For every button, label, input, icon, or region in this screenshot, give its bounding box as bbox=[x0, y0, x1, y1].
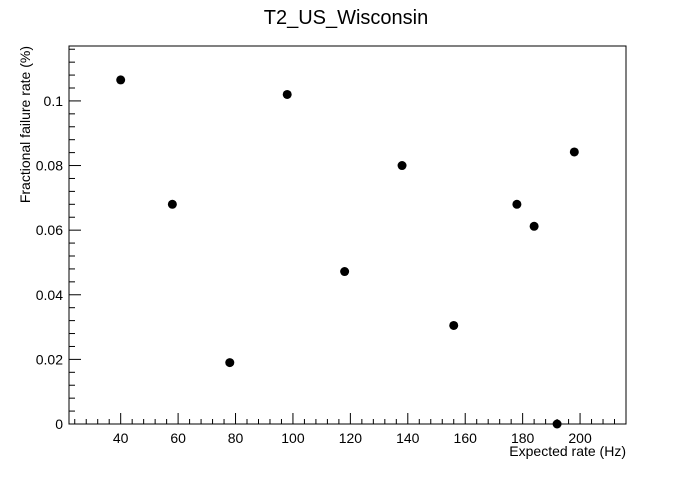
y-tick-label: 0.02 bbox=[36, 351, 63, 367]
x-tick-label: 180 bbox=[511, 430, 535, 446]
data-point bbox=[282, 89, 292, 99]
y-axis-label: Fractional failure rate (%) bbox=[17, 46, 33, 203]
data-point bbox=[529, 221, 539, 231]
x-tick-label: 120 bbox=[339, 430, 363, 446]
y-tick-label: 0 bbox=[55, 416, 63, 432]
y-tick-label: 0.04 bbox=[36, 287, 63, 303]
y-tick-label: 0.06 bbox=[36, 222, 63, 238]
x-tick-label: 160 bbox=[454, 430, 478, 446]
y-axis: 0 0.02 0.04 0.06 0.08 0.1 bbox=[36, 48, 81, 432]
x-tick-label: 40 bbox=[113, 430, 129, 446]
x-tick-label: 200 bbox=[568, 430, 592, 446]
x-tick-label: 100 bbox=[281, 430, 305, 446]
data-point bbox=[340, 267, 350, 277]
data-points bbox=[116, 75, 579, 429]
y-tick-label: 0.08 bbox=[36, 158, 63, 174]
data-point bbox=[116, 75, 126, 85]
x-tick-label: 60 bbox=[170, 430, 186, 446]
data-point bbox=[569, 147, 579, 157]
x-axis-label: Expected rate (Hz) bbox=[509, 443, 626, 459]
x-tick-label: 80 bbox=[228, 430, 244, 446]
data-point bbox=[225, 358, 235, 368]
data-point bbox=[167, 199, 177, 209]
chart-title: T2_US_Wisconsin bbox=[264, 7, 429, 29]
plot-frame bbox=[68, 45, 627, 425]
data-point bbox=[397, 161, 407, 171]
x-tick-label: 140 bbox=[396, 430, 420, 446]
data-point bbox=[449, 320, 459, 330]
x-axis: 40 60 80 100 120 140 160 180 200 bbox=[74, 413, 627, 446]
y-tick-label: 0.1 bbox=[44, 93, 64, 109]
data-point bbox=[512, 199, 522, 209]
data-point bbox=[552, 419, 562, 429]
